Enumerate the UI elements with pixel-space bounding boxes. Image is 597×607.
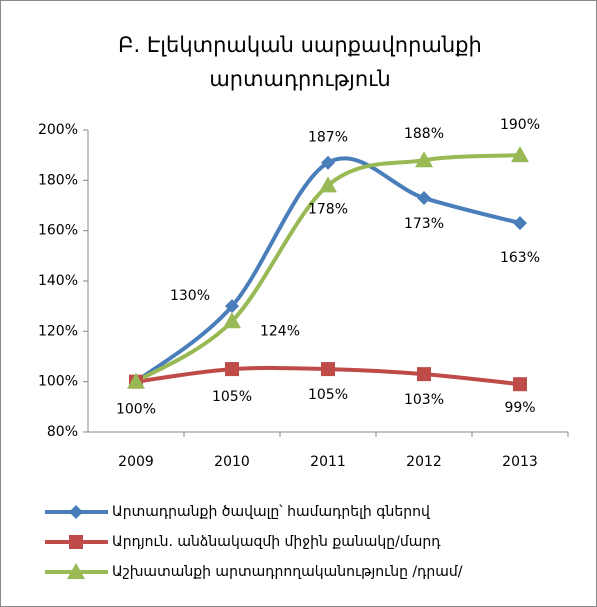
y-tick-label: 140%	[38, 273, 78, 289]
marker	[321, 155, 335, 170]
legend-marker	[69, 535, 83, 549]
data-label: 173%	[404, 216, 444, 232]
data-label: 99%	[504, 400, 535, 416]
marker	[319, 176, 337, 193]
x-tick-label: 2013	[502, 454, 538, 470]
data-label: 187%	[308, 130, 348, 146]
chart-title-line: Բ. Էլեկտրական սարքավորանքի	[118, 33, 482, 57]
data-label: 188%	[404, 126, 444, 142]
marker	[415, 151, 433, 168]
marker	[321, 362, 335, 377]
marker	[127, 372, 145, 389]
y-tick-label: 120%	[38, 323, 78, 339]
legend-label: Արտադրանքի ծավալը՝ համադրելի գներով	[112, 504, 431, 520]
x-tick-label: 2009	[118, 454, 154, 470]
x-tick-label: 2010	[214, 454, 250, 470]
data-label: 124%	[260, 323, 300, 339]
data-label: 100%	[116, 402, 156, 418]
marker	[417, 190, 431, 205]
series-line	[134, 156, 521, 384]
x-tick-label: 2012	[406, 454, 442, 470]
data-label: 190%	[500, 117, 540, 133]
marker	[513, 216, 527, 231]
data-label: 178%	[308, 201, 348, 217]
y-tick-label: 160%	[38, 223, 78, 239]
legend-label: Աշխատանքի արտադրողականությունը /դրամ/	[112, 564, 463, 580]
data-label: 105%	[308, 387, 348, 403]
y-tick-label: 80%	[47, 424, 78, 440]
legend-marker	[69, 505, 83, 519]
data-label: 105%	[212, 389, 252, 405]
data-label: 130%	[170, 288, 210, 304]
data-label: 163%	[500, 250, 540, 266]
marker	[417, 367, 431, 382]
y-tick-label: 180%	[38, 172, 78, 188]
x-tick-label: 2011	[310, 454, 346, 470]
chart-title-line: արտադրություն	[209, 67, 390, 91]
legend-marker	[67, 563, 85, 579]
marker	[223, 312, 241, 329]
y-tick-label: 200%	[38, 122, 78, 138]
data-label: 103%	[404, 392, 444, 408]
marker	[513, 377, 527, 392]
marker	[225, 299, 239, 314]
y-tick-label: 100%	[38, 374, 78, 390]
legend-label: Արդյուն. անձնակազմի միջին քանակը/մարդ	[112, 534, 441, 550]
marker	[225, 362, 239, 377]
marker	[511, 146, 529, 163]
